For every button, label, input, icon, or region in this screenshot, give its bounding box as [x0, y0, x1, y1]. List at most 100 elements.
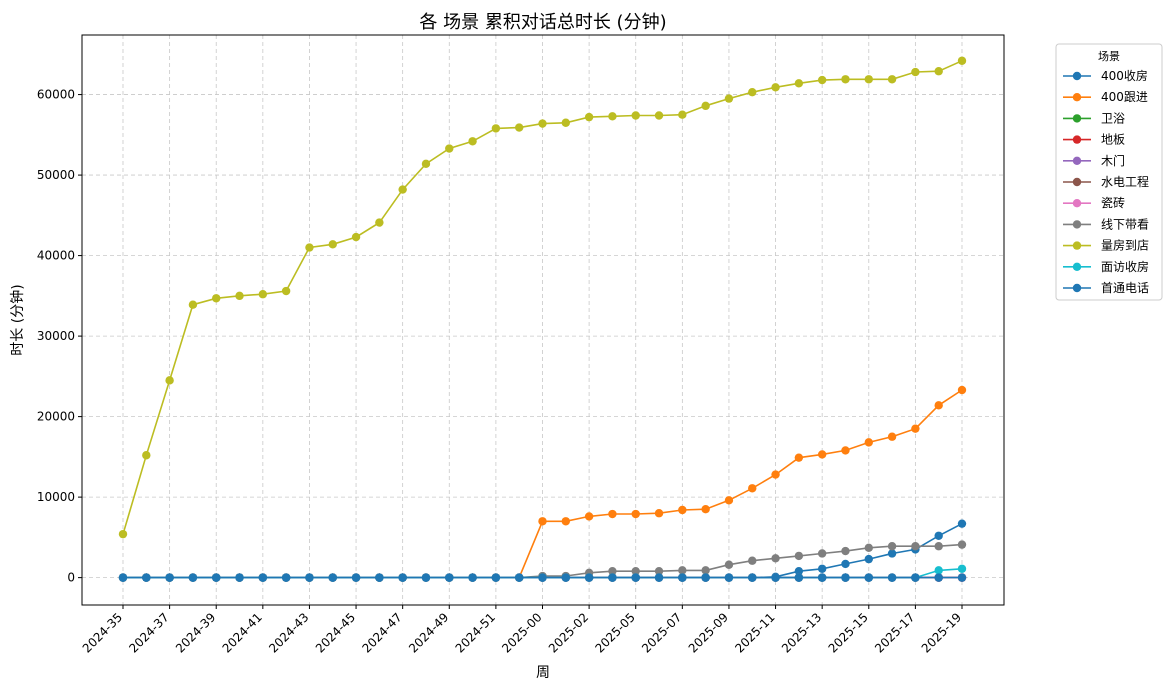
data-point [468, 573, 477, 582]
chart-title: 各 场景 累积对话总时长 (分钟) [419, 12, 666, 33]
data-point [957, 564, 967, 573]
data-point [817, 450, 827, 459]
data-point [911, 67, 920, 77]
data-point [491, 124, 501, 133]
legend-label: 400收房 [1101, 68, 1148, 83]
data-point [375, 573, 384, 582]
data-point [864, 75, 873, 84]
data-point [864, 438, 873, 447]
data-point [817, 549, 827, 558]
data-point [701, 504, 710, 514]
data-point [258, 290, 268, 299]
data-point [957, 519, 967, 528]
data-point [584, 512, 594, 521]
legend-item: 瓷砖 [1063, 195, 1125, 210]
legend-item: 量房到店 [1063, 238, 1149, 253]
data-point [584, 112, 594, 122]
x-tick-label: 2024-37 [126, 610, 171, 655]
legend-label: 瓷砖 [1101, 195, 1125, 210]
x-tick-label: 2025-00 [499, 610, 544, 655]
data-point [608, 509, 617, 519]
x-tick-label: 2024-51 [453, 610, 498, 655]
data-point [724, 560, 734, 569]
data-point [911, 424, 920, 433]
legend-item: 首通电话 [1063, 281, 1149, 295]
data-point [934, 531, 943, 540]
data-point [212, 294, 221, 303]
data-point [701, 573, 710, 582]
data-point [957, 56, 967, 65]
data-point [794, 573, 804, 582]
data-point [887, 549, 897, 558]
data-point [817, 564, 827, 573]
data-point [468, 137, 477, 146]
x-tick-label: 2024-49 [406, 610, 451, 655]
data-point [281, 286, 291, 296]
data-point [491, 573, 501, 582]
legend-marker [1072, 241, 1082, 250]
data-point [817, 75, 827, 85]
data-point [538, 573, 547, 582]
data-point [934, 573, 943, 582]
y-tick-label: 60000 [37, 88, 75, 102]
x-tick-label: 2025-05 [592, 610, 637, 655]
data-point [281, 573, 291, 582]
legend-item: 水电工程 [1063, 174, 1149, 189]
legend-item: 线下带看 [1063, 217, 1149, 231]
data-point [631, 509, 640, 519]
x-tick-label: 2025-09 [686, 610, 731, 655]
data-point [142, 573, 151, 582]
legend-marker [1072, 71, 1082, 81]
data-point [561, 118, 571, 127]
legend-label: 首通电话 [1101, 281, 1149, 295]
data-point [351, 232, 361, 242]
data-point [514, 573, 524, 582]
data-point [188, 300, 198, 309]
data-point [934, 401, 943, 410]
legend-item: 木门 [1063, 153, 1125, 168]
data-point [887, 75, 897, 84]
x-tick-label: 2024-45 [313, 610, 358, 655]
data-point [841, 446, 850, 455]
data-point [608, 573, 617, 582]
x-tick-label: 2025-07 [639, 610, 684, 655]
legend-marker [1072, 156, 1082, 165]
series-layer [118, 56, 967, 582]
x-tick-label: 2025-17 [872, 610, 917, 655]
data-point [421, 159, 431, 169]
legend-marker [1072, 135, 1082, 144]
data-point [841, 559, 850, 569]
y-tick-label: 0 [67, 571, 75, 585]
y-tick-label: 40000 [37, 249, 75, 263]
data-point [631, 573, 640, 582]
data-point [771, 470, 780, 479]
data-point [678, 566, 687, 575]
data-point [957, 385, 967, 395]
data-point [421, 573, 431, 582]
data-point [748, 556, 757, 565]
data-point [584, 573, 594, 582]
legend-marker [1072, 262, 1082, 271]
x-tick-label: 2025-19 [919, 610, 964, 655]
data-point [351, 573, 361, 582]
data-point [165, 376, 174, 385]
legend-marker [1072, 93, 1082, 102]
y-tick-label: 20000 [37, 410, 75, 424]
legend-item: 400跟进 [1063, 90, 1148, 104]
data-point [817, 573, 827, 582]
data-point [305, 573, 314, 582]
data-point [654, 566, 664, 576]
data-point [398, 573, 407, 582]
data-point [748, 484, 757, 493]
legend-marker [1072, 199, 1082, 208]
data-point [305, 243, 314, 252]
data-point [934, 542, 943, 551]
data-point [375, 218, 384, 227]
legend-label: 水电工程 [1101, 174, 1149, 189]
data-point [678, 505, 687, 515]
legend-item: 400收房 [1063, 68, 1148, 83]
data-point [887, 542, 897, 551]
legend-marker [1072, 220, 1082, 229]
data-point [631, 566, 640, 576]
